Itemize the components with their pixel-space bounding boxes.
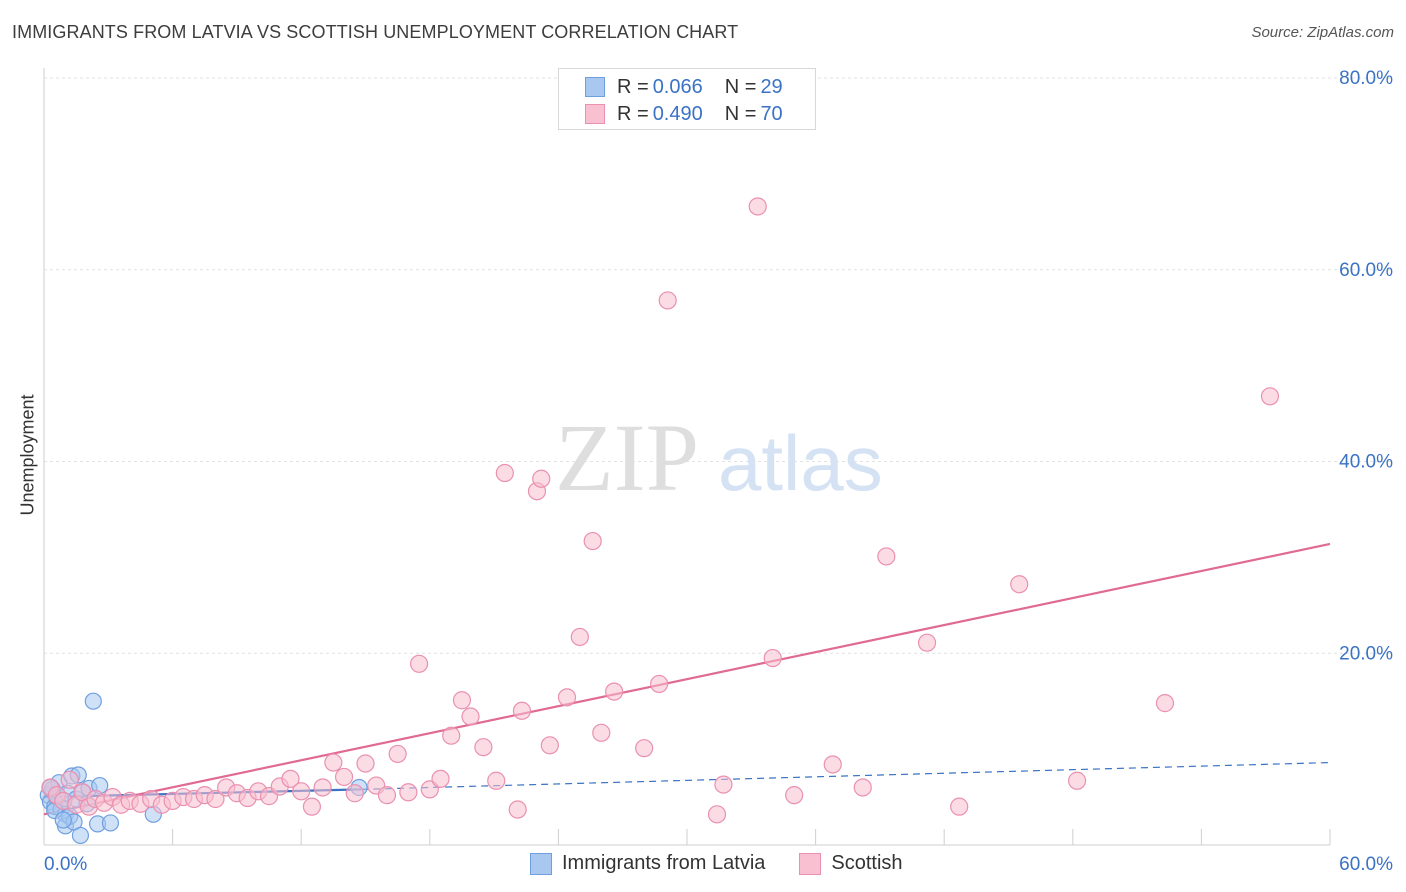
point-scottish [785, 786, 804, 805]
legend-row-scottish: R = 0.490 N = 70 [585, 103, 783, 125]
point-scottish [281, 769, 300, 788]
point-scottish [917, 633, 937, 652]
point-scottish [388, 744, 407, 764]
point-scottish [377, 786, 397, 805]
y-tick-label: 20.0% [1339, 643, 1393, 664]
legend-row-latvia: R = 0.066 N = 29 [585, 76, 783, 98]
point-scottish [409, 654, 429, 673]
data-points [39, 197, 1280, 845]
trend-scottish-solid [43, 542, 1331, 816]
legend-n-label: N = [724, 75, 757, 98]
point-scottish [487, 771, 506, 790]
axes [43, 68, 1331, 846]
point-scottish [592, 723, 611, 742]
series-legend-latvia[interactable]: Immigrants from Latvia [530, 852, 765, 875]
point-latvia [71, 826, 90, 845]
point-scottish [324, 753, 343, 772]
series-label-latvia: Immigrants from Latvia [562, 852, 766, 874]
point-scottish [853, 778, 872, 797]
point-scottish [605, 682, 624, 701]
point-scottish [823, 755, 842, 774]
point-latvia [84, 692, 102, 710]
series-legend: Immigrants from Latvia Scottish [530, 852, 937, 875]
point-scottish [557, 688, 577, 707]
point-scottish [399, 783, 418, 802]
point-scottish [763, 648, 782, 668]
grid-lines [44, 77, 1392, 654]
tick-labels: 20.0% 40.0% 60.0% 80.0% 0.0% 60.0% [44, 68, 1393, 875]
point-scottish [950, 797, 969, 816]
point-scottish [431, 769, 450, 788]
point-scottish [635, 739, 654, 758]
y-tick-label: 60.0% [1339, 260, 1393, 281]
legend-n-value: 70 [760, 102, 783, 125]
point-scottish [707, 805, 727, 824]
point-scottish [334, 767, 354, 787]
point-scottish [540, 736, 559, 755]
point-scottish [508, 800, 527, 819]
point-scottish [60, 770, 79, 789]
point-latvia [54, 811, 72, 829]
point-scottish [206, 789, 225, 809]
point-scottish [313, 778, 332, 797]
series-swatch-latvia [530, 852, 552, 875]
point-scottish [877, 547, 896, 566]
point-scottish [583, 531, 602, 551]
point-scottish [658, 291, 677, 310]
y-tick-label: 40.0% [1339, 452, 1393, 473]
point-scottish [461, 707, 480, 726]
correlation-legend: R = 0.066 N = 29 R = 0.490 N = 70 [558, 68, 816, 130]
y-tick-label: 80.0% [1339, 68, 1393, 89]
point-scottish [1155, 694, 1175, 713]
legend-r-label: R = [617, 75, 649, 98]
point-scottish [1010, 575, 1029, 594]
legend-r-value: 0.066 [652, 75, 703, 98]
trend-lines [43, 542, 1331, 816]
point-scottish [345, 784, 364, 803]
point-scottish [570, 627, 589, 647]
trend-latvia-dashed [361, 761, 1331, 790]
y-axis-label: Unemployment [17, 394, 38, 516]
point-scottish [512, 701, 532, 720]
point-scottish [1067, 771, 1087, 790]
legend-swatch-scottish [585, 104, 605, 124]
point-scottish [292, 782, 311, 801]
point-scottish [748, 197, 767, 216]
point-scottish [452, 691, 472, 710]
point-scottish [474, 738, 493, 757]
series-legend-scottish[interactable]: Scottish [799, 852, 903, 875]
legend-swatch-latvia [585, 77, 605, 97]
legend-n-label: N = [724, 102, 757, 125]
legend-r-label: R = [617, 102, 649, 125]
watermark-zip: ZIP [555, 404, 699, 511]
series-label-scottish: Scottish [831, 852, 903, 874]
point-scottish [1260, 387, 1280, 406]
source-label: Source: ZipAtlas.com [1251, 24, 1394, 41]
legend-n-value: 29 [760, 75, 783, 98]
point-latvia [101, 814, 120, 832]
legend-r-value: 0.490 [652, 102, 703, 125]
point-scottish [302, 797, 322, 816]
x-tick-label: 0.0% [44, 854, 87, 875]
x-tick-label: 60.0% [1339, 854, 1393, 875]
watermark: ZIP atlas [555, 404, 883, 511]
point-scottish [495, 463, 514, 483]
point-scottish [532, 469, 551, 488]
point-scottish [714, 775, 733, 794]
point-scottish [356, 754, 375, 773]
chart-title: IMMIGRANTS FROM LATVIA VS SCOTTISH UNEMP… [12, 22, 739, 42]
watermark-atlas: atlas [718, 419, 883, 507]
series-swatch-scottish [799, 852, 822, 875]
point-scottish [442, 726, 461, 745]
point-scottish [650, 674, 669, 694]
